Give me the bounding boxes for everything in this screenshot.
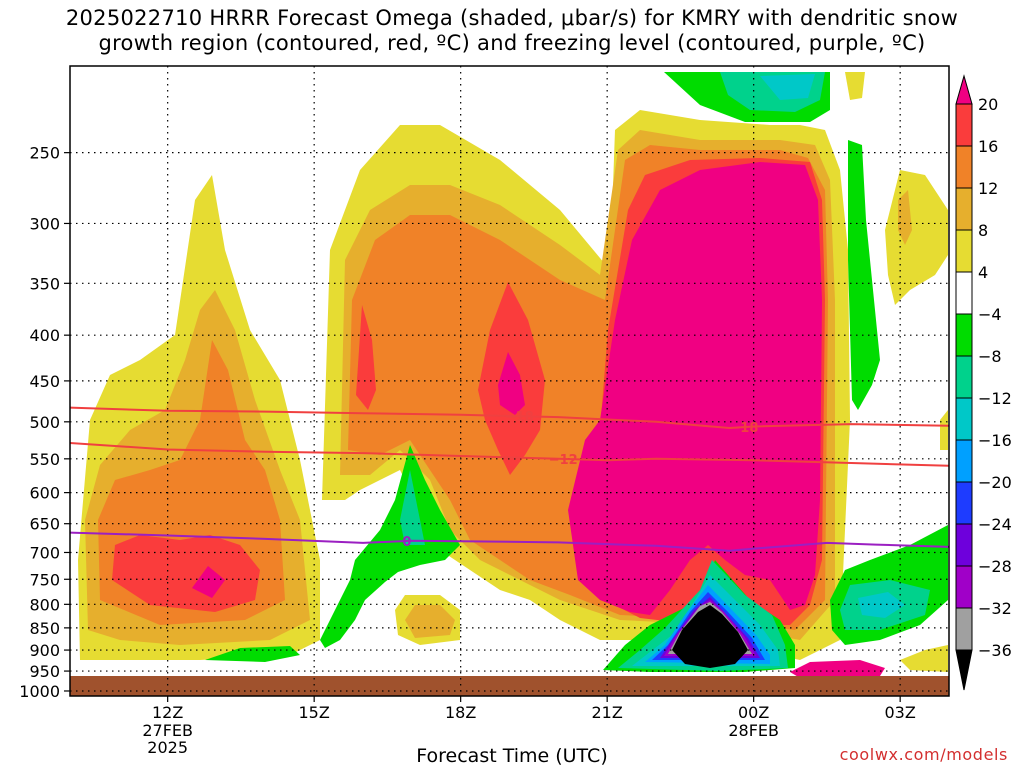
colorbar-swatch <box>955 103 973 147</box>
omega-subsidence-area-12 <box>760 74 815 100</box>
y-tick-label: 900 <box>29 641 60 660</box>
colorbar-tick-label: −4 <box>978 305 1002 324</box>
x-tick-label: 03Z <box>885 703 916 722</box>
colorbar-swatch <box>955 145 973 189</box>
y-tick-label: 650 <box>29 515 60 534</box>
omega-ascent-area-max <box>568 162 822 615</box>
colorbar-swatch <box>955 271 973 315</box>
y-tick-label: 400 <box>29 326 60 345</box>
x-tick-date-label: 2025 <box>147 738 188 757</box>
y-tick-label: 450 <box>29 372 60 391</box>
y-tick-label: 550 <box>29 450 60 469</box>
x-tick-date-label: 28FEB <box>728 721 779 740</box>
colorbar-tick-label: 12 <box>978 179 998 198</box>
contour-label: −18 <box>505 410 534 425</box>
colorbar-tick-label: −36 <box>978 641 1012 660</box>
contour-line <box>70 442 949 467</box>
y-tick-label: 350 <box>29 274 60 293</box>
colorbar-swatch <box>955 607 973 651</box>
colorbar: 20 16 12 8 4 −4 −8 −12 −16 −20 −24 −28 −32 −36 <box>955 74 1012 691</box>
colorbar-swatch <box>955 397 973 441</box>
y-axis-pressure: 250 300 350 400 450 500 550 600 650 700 750 800 850 9… <box>19 144 70 701</box>
ground-layer <box>70 676 949 696</box>
gridlines <box>70 66 949 696</box>
omega-ascent-area-8 <box>940 410 948 450</box>
colorbar-tick-label: 20 <box>978 95 998 114</box>
colorbar-tick-label: −32 <box>978 599 1012 618</box>
y-tick-label: 1000 <box>19 682 60 701</box>
colorbar-tick-label: −16 <box>978 431 1012 450</box>
y-tick-label: 950 <box>29 662 60 681</box>
colorbar-tick-label: 16 <box>978 137 998 156</box>
contour-label: 0 <box>402 535 411 550</box>
y-tick-label: 700 <box>29 543 60 562</box>
colorbar-tick-label: −8 <box>978 347 1002 366</box>
colorbar-swatch <box>955 229 973 273</box>
y-tick-label: 250 <box>29 144 60 163</box>
chart-title: 2025022710 HRRR Forecast Omega (shaded, … <box>0 6 1024 56</box>
omega-ascent-area-max <box>498 352 525 415</box>
colorbar-min-triangle <box>955 649 973 691</box>
colorbar-swatch <box>955 481 973 525</box>
colorbar-tick-label: 4 <box>978 263 988 282</box>
chart-title-line-2: growth region (contoured, red, ºC) and f… <box>98 31 926 55</box>
omega-subsidence-area-4 <box>848 140 880 410</box>
x-tick-label: 21Z <box>592 703 623 722</box>
colorbar-max-triangle <box>955 74 973 105</box>
colorbar-swatch <box>955 565 973 609</box>
colorbar-swatch <box>955 313 973 357</box>
omega-shading <box>78 72 948 678</box>
y-tick-label: 500 <box>29 413 60 432</box>
contour-label: −18 <box>729 421 758 436</box>
x-tick-label: 18Z <box>445 703 476 722</box>
omega-ascent-area-20 <box>112 535 260 612</box>
colorbar-tick-label: −20 <box>978 473 1012 492</box>
x-tick-label: 12Z <box>152 703 183 722</box>
contour-labels: −18 −18 −12 0 <box>402 410 758 550</box>
omega-ascent-area-max <box>192 566 225 598</box>
colorbar-tick-label: −12 <box>978 389 1012 408</box>
x-tick-label: 00Z <box>738 703 769 722</box>
y-tick-label: 750 <box>29 570 60 589</box>
chart-title-line-1: 2025022710 HRRR Forecast Omega (shaded, … <box>65 6 959 30</box>
colorbar-swatch <box>955 355 973 399</box>
omega-ascent-area-12 <box>405 605 455 638</box>
x-axis-title: Forecast Time (UTC) <box>416 745 608 767</box>
source-credit: coolwx.com/models <box>839 745 1008 764</box>
omega-subsidence-area-4 <box>320 445 460 648</box>
omega-ascent-area-12 <box>898 190 912 245</box>
y-tick-label: 800 <box>29 595 60 614</box>
contour-line <box>70 531 949 552</box>
colorbar-swatch <box>955 523 973 567</box>
omega-ascent-area-8 <box>845 72 865 100</box>
colorbar-tick-label: −28 <box>978 557 1012 576</box>
colorbar-tick-label: −24 <box>978 515 1012 534</box>
colorbar-swatch <box>955 187 973 231</box>
omega-ascent-area-20 <box>356 305 376 410</box>
x-tick-date-label: 27FEB <box>142 721 193 740</box>
omega-subsidence-area-4 <box>205 646 300 662</box>
x-tick-label: 15Z <box>299 703 330 722</box>
omega-subsidence-area-8 <box>400 470 425 545</box>
contour-label: −12 <box>549 453 578 468</box>
omega-ascent-area-8 <box>900 645 948 672</box>
omega-subsidence-area-max <box>672 605 748 668</box>
omega-subsidence-area-12 <box>858 592 905 618</box>
colorbar-swatch <box>955 439 973 483</box>
temperature-contours <box>70 406 949 552</box>
contour-line <box>70 406 949 430</box>
omega-ascent-area-max <box>790 660 885 678</box>
colorbar-tick-label: 8 <box>978 221 988 240</box>
y-tick-label: 850 <box>29 619 60 638</box>
y-tick-label: 300 <box>29 214 60 233</box>
y-tick-label: 600 <box>29 484 60 503</box>
